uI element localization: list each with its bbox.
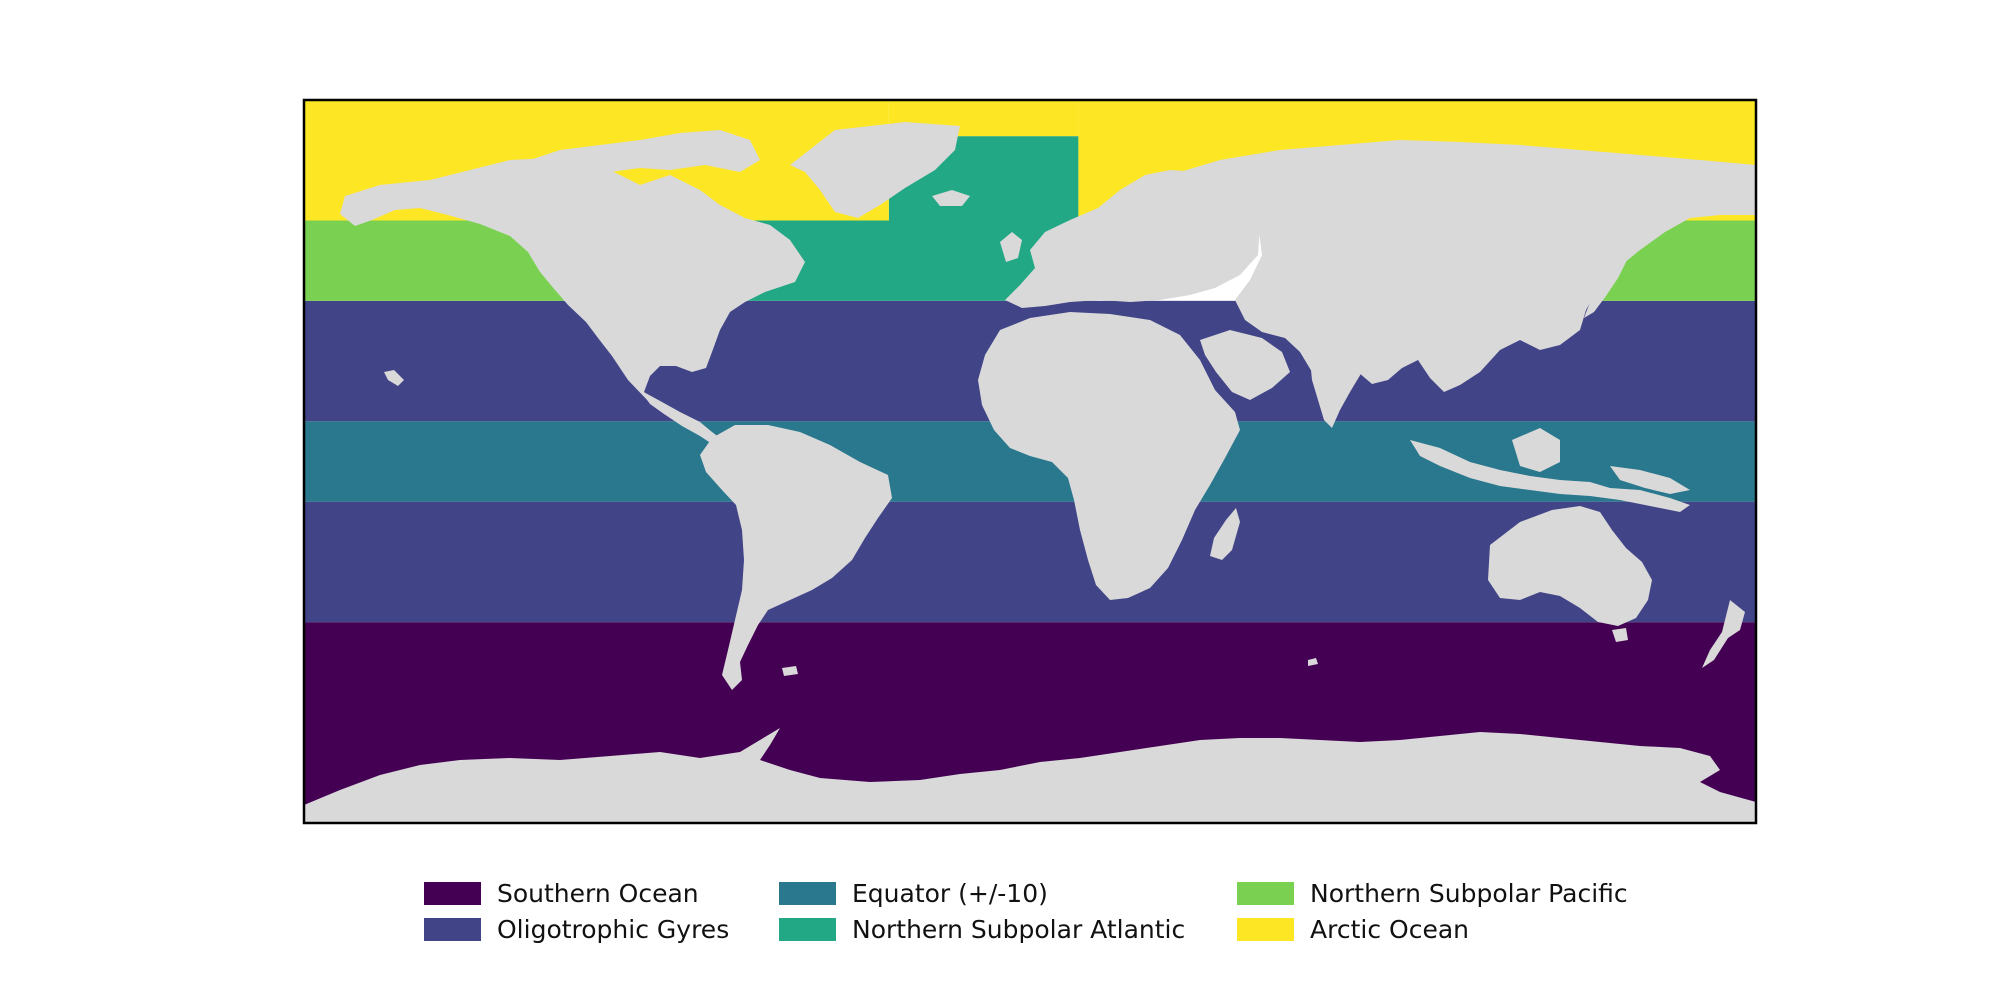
australia-landmass	[1488, 506, 1652, 626]
legend-swatch	[424, 917, 481, 941]
land-layer	[304, 122, 1756, 823]
asia-landmass	[1170, 140, 1756, 410]
legend-entry-oligotrophic-gyres: Oligotrophic Gyres	[424, 911, 779, 947]
legend-label: Arctic Ocean	[1310, 914, 1469, 944]
kerguelen-island	[1308, 658, 1318, 666]
british-isles	[1000, 232, 1022, 262]
legend-entry-northern-subpolar-atlantic: Northern Subpolar Atlantic	[779, 911, 1237, 947]
map-frame	[302, 98, 1758, 825]
legend-swatch	[1237, 917, 1294, 941]
legend-swatch	[779, 917, 836, 941]
africa-landmass	[978, 312, 1240, 600]
map-legend: Southern Ocean Oligotrophic Gyres Equato…	[424, 875, 1657, 947]
new-zealand-islands	[1702, 600, 1745, 668]
europe-landmass	[1005, 170, 1260, 308]
borneo-island	[1512, 428, 1560, 472]
greenland-landmass	[790, 122, 960, 218]
legend-label: Northern Subpolar Pacific	[1310, 878, 1628, 908]
canadian-arctic-islands	[530, 130, 760, 172]
legend-entry-northern-subpolar-pacific: Northern Subpolar Pacific	[1237, 875, 1657, 911]
legend-label: Oligotrophic Gyres	[497, 914, 730, 944]
legend-entry-arctic-ocean: Arctic Ocean	[1237, 911, 1657, 947]
legend-swatch	[424, 881, 481, 905]
legend-entry-southern-ocean: Southern Ocean	[424, 875, 779, 911]
new-guinea-island	[1610, 466, 1690, 494]
iceland-island	[932, 190, 970, 206]
south-america-landmass	[700, 425, 892, 690]
southeast-asia-islands	[1410, 440, 1690, 512]
central-america-landmass	[640, 390, 720, 444]
indian-subcontinent	[1310, 352, 1362, 428]
arabian-peninsula	[1200, 330, 1290, 400]
legend-label: Northern Subpolar Atlantic	[852, 914, 1186, 944]
legend-entry-equator: Equator (+/-10)	[779, 875, 1237, 911]
antarctica-landmass	[304, 728, 1756, 823]
tasmania-island	[1612, 628, 1628, 642]
madagascar-landmass	[1210, 508, 1240, 560]
legend-label: Equator (+/-10)	[852, 878, 1048, 908]
legend-swatch	[1237, 881, 1294, 905]
falkland-islands	[782, 666, 798, 676]
north-america-landmass	[340, 158, 805, 428]
hawaii-islands	[384, 370, 404, 386]
legend-swatch	[779, 881, 836, 905]
legend-label: Southern Ocean	[497, 878, 699, 908]
japan-islands	[1584, 240, 1630, 318]
